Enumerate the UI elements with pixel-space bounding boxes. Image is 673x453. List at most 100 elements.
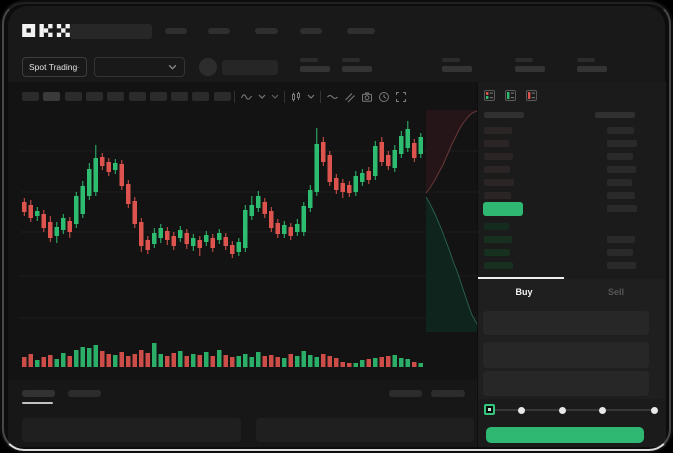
ticker-stat-label-placeholder [577,58,595,62]
orderbook-ask-row[interactable] [484,179,514,186]
timeframe-button-placeholder[interactable] [149,92,167,101]
orderbook-amount-row[interactable] [607,192,635,199]
pair-selector-dropdown[interactable] [94,57,185,77]
nav-item-placeholder[interactable] [208,28,230,34]
timeframe-button-placeholder[interactable] [43,92,61,101]
slider-stop-dot[interactable] [558,406,566,414]
camera-icon[interactable] [361,91,373,103]
orderbook-bid-row[interactable] [484,249,510,256]
orderbook-bid-row[interactable] [484,236,512,243]
fullscreen-icon[interactable] [395,91,407,103]
orderbook-default-icon[interactable] [484,90,495,101]
divider [320,90,321,103]
tab-buy[interactable]: Buy [515,287,533,297]
amount-slider-track[interactable] [487,409,656,411]
okx-logo-icon [22,24,70,37]
order-details-panel [256,418,474,442]
orderbook-amount-row[interactable] [607,127,634,134]
orderbook-amount-row[interactable] [607,166,636,173]
orderbook-asks-icon[interactable] [526,90,537,101]
open-orders-panel [22,418,241,442]
nav-item-placeholder[interactable] [165,28,187,34]
order-form-field[interactable] [483,311,649,335]
trading-mode-selector[interactable]: Spot Trading [22,57,87,77]
bottom-action-placeholder[interactable] [389,390,422,397]
chevron-down-icon [168,64,177,70]
orderbook-bids-icon[interactable] [505,90,516,101]
candle-style-icon[interactable] [290,91,302,103]
ticker-stat-label-placeholder [342,58,360,62]
trendline-tool-icon[interactable] [344,91,356,103]
bottom-action-placeholder[interactable] [431,390,465,397]
pair-name-placeholder [222,60,278,75]
order-form-field[interactable] [483,371,649,396]
line-tool-icon[interactable] [326,91,339,103]
candlestick-chart[interactable] [20,110,478,370]
ticker-stat-value-placeholder [442,66,472,72]
slider-stop-dot[interactable] [650,406,658,414]
orderbook-amount-row[interactable] [607,140,637,147]
orderbook-ask-row[interactable] [484,192,511,199]
ticker-stat-label-placeholder [515,58,533,62]
ticker-stat-label-placeholder [442,58,460,62]
orderbook-ask-row[interactable] [484,127,512,134]
indicator-wave-icon[interactable] [240,91,253,103]
header-background [8,6,665,82]
amount-slider-handle[interactable] [484,404,495,415]
timeframe-button-placeholder[interactable] [64,92,82,101]
trading-mode-label: Spot Trading [29,62,78,72]
active-tab-underline [22,402,53,404]
buy-submit-button[interactable] [486,427,644,443]
active-tab-indicator [478,277,564,279]
orderbook-ask-row[interactable] [484,140,509,147]
search-input[interactable] [70,24,152,39]
timeframe-button-placeholder[interactable] [85,92,103,101]
tab-sell[interactable]: Sell [607,287,624,297]
orderbook-bid-row[interactable] [484,262,513,269]
chevron-down-icon [77,66,80,68]
orderbook-amount-header-placeholder [595,112,635,118]
orderbook-price-header-placeholder [484,112,524,118]
chart-toolbar-icons [234,90,407,103]
ticker-stat-value-placeholder [577,66,607,72]
timeframe-button-placeholder[interactable] [192,92,210,101]
orderbook-ask-row[interactable] [484,166,510,173]
nav-item-placeholder[interactable] [255,28,278,34]
divider [284,90,285,103]
orderbook-amount-row[interactable] [607,179,632,186]
slider-stop-dot[interactable] [517,406,525,414]
coin-avatar [199,58,217,76]
ticker-stat-value-placeholder [342,66,372,72]
nav-item-placeholder[interactable] [347,28,375,34]
slider-stop-dot[interactable] [598,406,606,414]
chevron-down-icon[interactable] [271,94,279,99]
orderbook-amount-row[interactable] [607,249,633,256]
ticker-stat-label-placeholder [300,58,318,62]
order-history-tab-placeholder[interactable] [68,390,101,397]
ticker-stat-value-placeholder [300,66,330,72]
orderbook-amount-row[interactable] [607,236,635,243]
orderbook-amount-row[interactable] [607,205,637,212]
timeframe-button-placeholder[interactable] [213,92,231,101]
orderbook-view-switcher [484,90,537,101]
orderbook-bid-row[interactable] [484,223,509,230]
orderbook-ask-row[interactable] [484,153,513,160]
timeframe-button-placeholder[interactable] [22,92,39,101]
last-price-highlight[interactable] [483,202,523,216]
order-form-field[interactable] [483,342,649,368]
chevron-down-icon[interactable] [307,94,315,99]
history-clock-icon[interactable] [378,91,390,103]
timeframe-button-placeholder[interactable] [107,92,125,101]
timeframe-button-placeholder[interactable] [171,92,189,101]
orderbook-amount-row[interactable] [607,262,636,269]
divider [234,90,235,103]
nav-item-placeholder[interactable] [300,28,322,34]
orderbook-amount-row[interactable] [607,153,633,160]
chevron-down-icon[interactable] [258,94,266,99]
okx-logo[interactable] [22,24,70,38]
ticker-stat-value-placeholder [515,66,545,72]
orders-tab-placeholder[interactable] [22,390,55,397]
timeframe-button-placeholder[interactable] [128,92,146,101]
